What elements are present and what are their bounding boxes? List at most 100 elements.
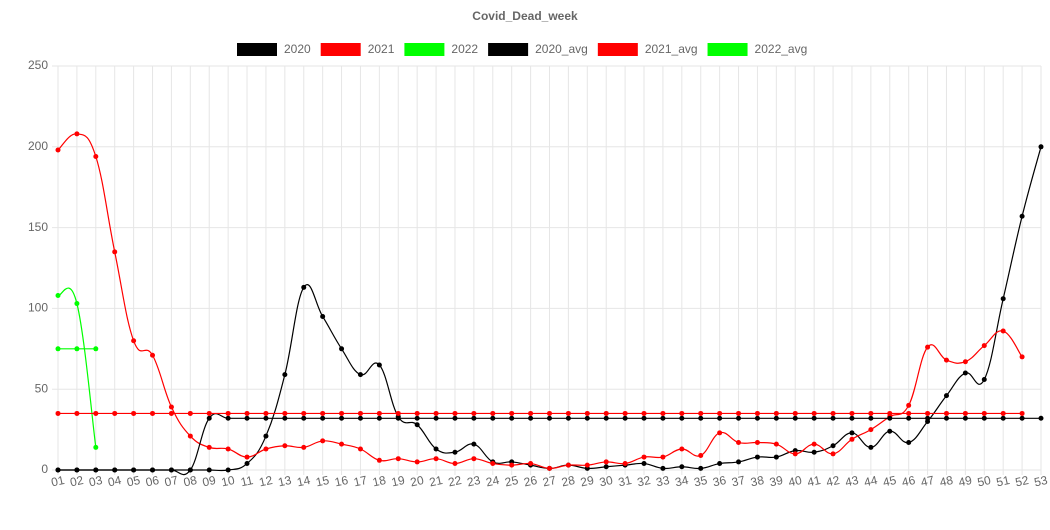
data-point (376, 410, 382, 416)
data-point (55, 147, 61, 153)
data-point (906, 415, 912, 421)
data-point (282, 410, 288, 416)
data-point (244, 461, 250, 467)
x-tick-label: 38 (749, 473, 765, 490)
data-point (660, 415, 666, 421)
data-point (433, 410, 439, 416)
legend-label: 2020 (284, 42, 311, 56)
x-tick-label: 16 (333, 473, 349, 490)
x-tick-label: 40 (787, 473, 803, 490)
data-point (244, 410, 250, 416)
data-point (773, 454, 779, 460)
data-point (698, 410, 704, 416)
data-point (471, 441, 477, 447)
data-point (887, 410, 893, 416)
data-point (906, 410, 912, 416)
data-point (943, 357, 949, 363)
data-point (244, 454, 250, 460)
data-point (603, 415, 609, 421)
data-point (811, 441, 817, 447)
data-point (187, 467, 193, 473)
data-point (736, 459, 742, 465)
data-point (830, 443, 836, 449)
data-point (547, 465, 552, 471)
data-point (698, 415, 704, 421)
data-point (490, 461, 496, 467)
legend-label: 2020_avg (535, 42, 588, 56)
data-point (925, 415, 931, 421)
data-point (395, 415, 401, 421)
x-tick-label: 26 (522, 473, 538, 490)
data-point (736, 415, 742, 421)
x-tick-label: 20 (409, 473, 425, 490)
data-point (830, 415, 836, 421)
data-point (263, 415, 269, 421)
x-tick-label: 12 (258, 473, 274, 490)
x-tick-label: 43 (844, 473, 860, 490)
data-point (830, 410, 836, 416)
data-point (1019, 213, 1025, 219)
data-point (981, 415, 987, 421)
x-tick-label: 17 (352, 473, 368, 490)
legend-label: 2022_avg (755, 42, 808, 56)
x-tick-label: 31 (617, 473, 633, 490)
data-point (509, 415, 515, 421)
x-tick-label: 30 (598, 473, 614, 490)
data-point (679, 446, 685, 452)
x-tick-label: 23 (466, 473, 482, 490)
data-point (641, 454, 647, 460)
series-line (57, 287, 97, 448)
data-point (339, 410, 345, 416)
x-tick-label: 47 (919, 473, 935, 490)
data-point (357, 410, 363, 416)
data-point (622, 461, 628, 467)
legend-swatch (488, 43, 529, 56)
data-point (981, 377, 987, 383)
data-point (773, 410, 779, 416)
x-tick-label: 13 (277, 473, 293, 490)
x-tick-label: 19 (390, 473, 406, 490)
data-point (206, 410, 212, 416)
data-point (339, 441, 345, 447)
data-point (168, 410, 174, 416)
data-point (206, 444, 212, 450)
x-tick-label: 34 (674, 473, 690, 490)
data-point (206, 467, 212, 473)
data-point (1019, 410, 1025, 416)
data-point (263, 446, 269, 452)
data-point (490, 410, 496, 416)
data-point (131, 338, 137, 344)
data-point (622, 415, 628, 421)
data-point (584, 410, 590, 416)
data-point (452, 449, 458, 455)
x-tick-label: 49 (957, 473, 973, 490)
data-point (74, 410, 80, 416)
data-point (74, 346, 80, 352)
data-point (131, 410, 137, 416)
data-point (93, 467, 99, 473)
x-tick-label: 50 (976, 473, 992, 490)
x-tick-label: 03 (88, 473, 104, 490)
data-point (339, 415, 345, 421)
data-point (1019, 415, 1025, 421)
data-point (357, 446, 363, 452)
x-tick-label: 46 (901, 473, 917, 490)
chart-title: Covid_Dead_week (472, 9, 578, 23)
data-point (603, 459, 609, 465)
data-point (74, 467, 80, 473)
data-point (93, 153, 99, 159)
legend-swatch (707, 43, 748, 56)
data-point (509, 462, 515, 468)
data-point (1038, 415, 1044, 421)
data-point (565, 462, 571, 468)
data-point (225, 446, 231, 452)
data-point (641, 410, 647, 416)
data-point (225, 415, 231, 421)
data-point (55, 292, 61, 298)
data-point (395, 410, 401, 416)
data-point (962, 370, 968, 376)
data-point (981, 343, 987, 349)
data-point (433, 446, 439, 452)
data-point (320, 313, 326, 319)
x-tick-label: 29 (579, 473, 595, 490)
